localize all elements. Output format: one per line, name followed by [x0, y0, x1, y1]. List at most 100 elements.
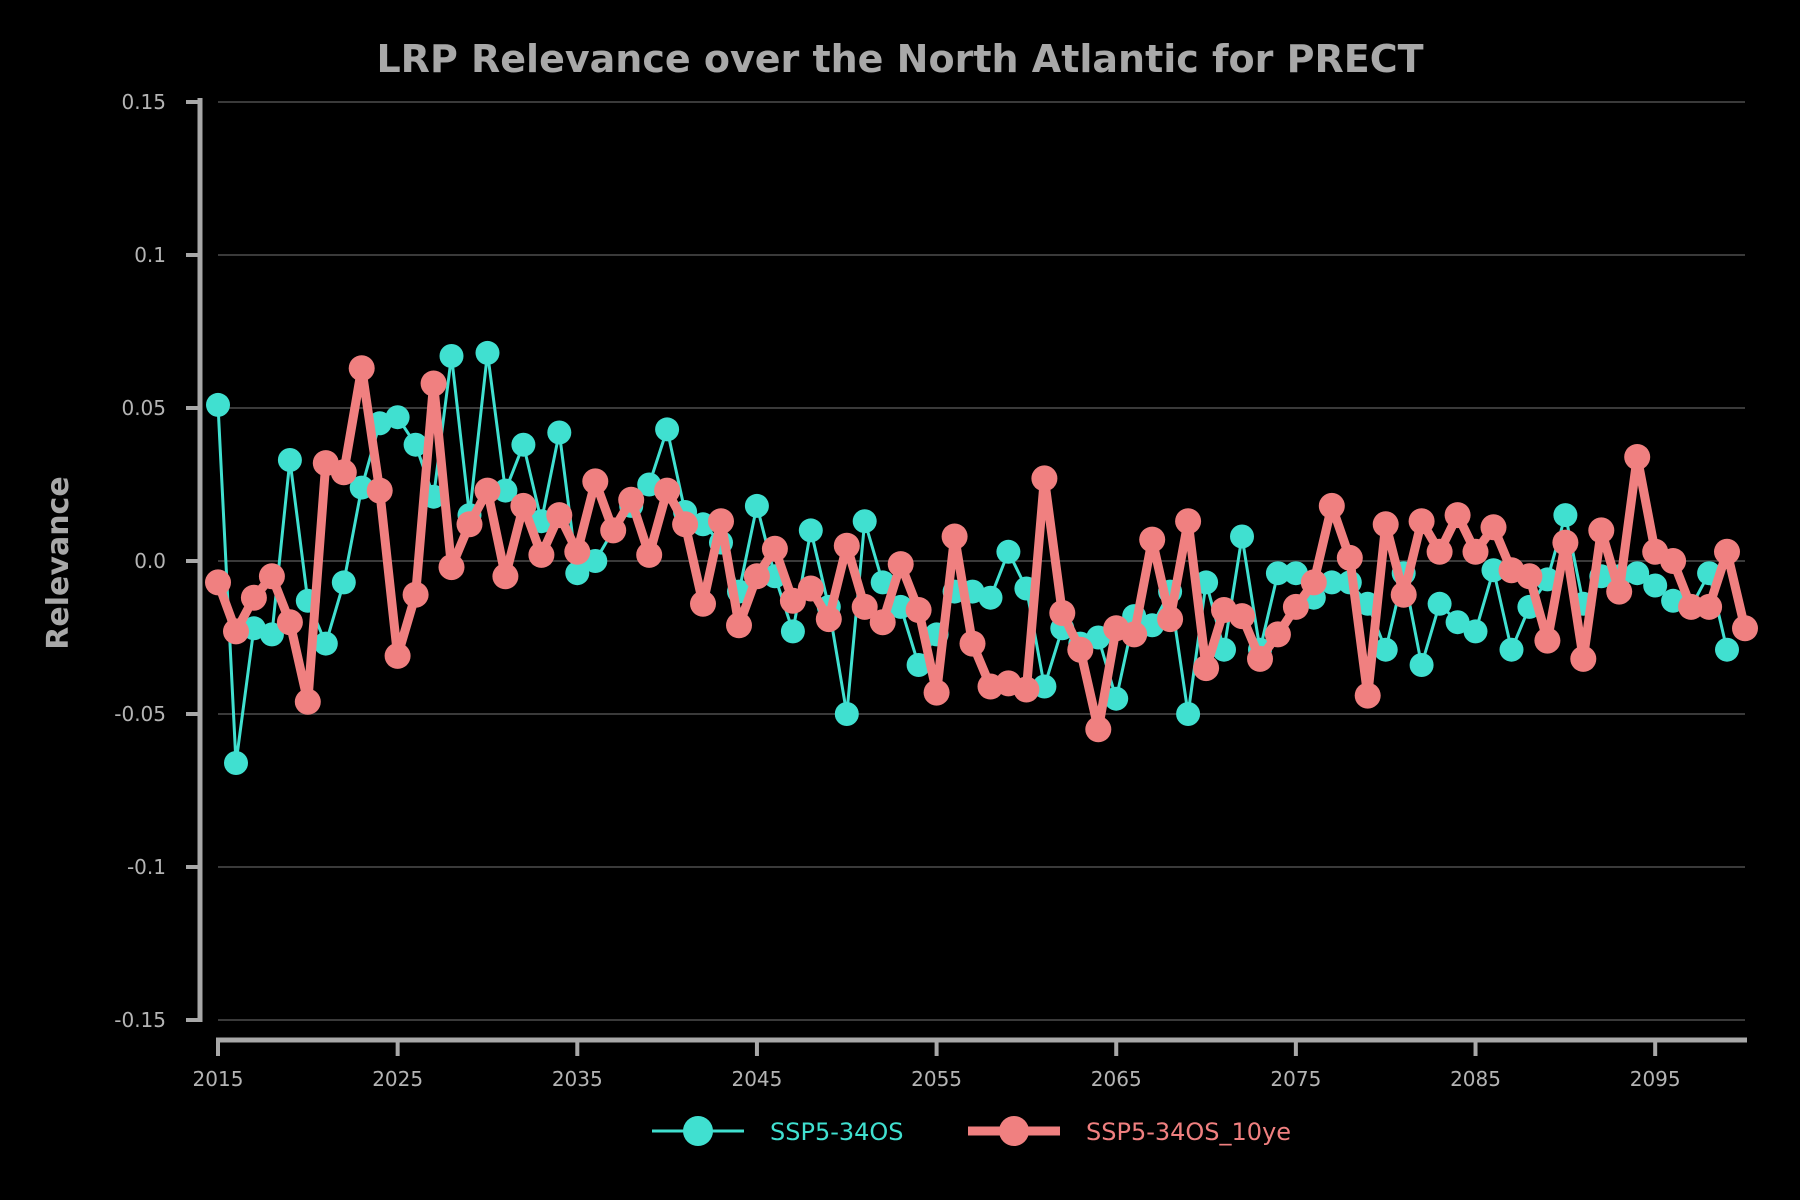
- data-point: [348, 355, 375, 382]
- data-point: [978, 585, 1003, 610]
- data-point: [1643, 573, 1668, 598]
- data-point: [744, 493, 769, 518]
- data-point: [403, 432, 428, 457]
- data-point: [1552, 529, 1579, 556]
- data-point: [1067, 636, 1094, 663]
- data-point: [600, 517, 627, 544]
- data-point: [1625, 561, 1650, 586]
- data-point: [313, 631, 338, 656]
- y-tick-label: 0.05: [121, 396, 166, 420]
- data-point: [420, 370, 447, 397]
- data-point: [1715, 637, 1739, 662]
- y-tick-label: -0.15: [114, 1008, 166, 1032]
- data-point: [690, 590, 716, 617]
- data-point: [277, 448, 302, 472]
- data-point: [1265, 561, 1290, 586]
- series-2: [205, 355, 1758, 743]
- data-point: [205, 569, 231, 596]
- data-point: [636, 541, 663, 568]
- data-point: [1300, 569, 1327, 596]
- data-point: [240, 584, 267, 611]
- data-point: [1013, 676, 1040, 703]
- data-point: [761, 535, 788, 562]
- data-point: [905, 597, 932, 623]
- data-point: [565, 561, 590, 586]
- data-point: [1229, 603, 1255, 630]
- data-point: [1696, 593, 1723, 620]
- data-point: [1408, 508, 1435, 535]
- data-point: [1462, 538, 1489, 565]
- legend-label: SSP5-34OS: [770, 1118, 904, 1146]
- data-point: [528, 541, 555, 568]
- data-point: [1319, 570, 1344, 595]
- data-point: [1516, 563, 1543, 590]
- data-point: [941, 523, 968, 550]
- legend-marker: [683, 1116, 713, 1146]
- data-point: [456, 511, 483, 538]
- x-tick-label: 2035: [552, 1067, 603, 1091]
- data-point: [511, 432, 536, 457]
- x-tick-label: 2085: [1450, 1067, 1501, 1091]
- chart-title: LRP Relevance over the North Atlantic fo…: [376, 37, 1423, 81]
- x-tick-label: 2075: [1270, 1067, 1321, 1091]
- data-point: [1660, 548, 1687, 574]
- data-point: [672, 511, 699, 538]
- data-point: [1480, 514, 1507, 541]
- data-point: [1570, 645, 1597, 672]
- data-point: [797, 575, 824, 602]
- data-point: [708, 508, 734, 535]
- data-point: [726, 612, 752, 639]
- data-point: [1588, 517, 1615, 544]
- data-point: [815, 606, 842, 633]
- series-line: [213, 363, 1750, 734]
- data-point: [1678, 593, 1705, 620]
- y-tick-label: 0.1: [134, 243, 166, 267]
- data-point: [780, 619, 805, 644]
- data-point: [1732, 615, 1758, 642]
- x-tick-label: 2055: [911, 1067, 962, 1091]
- data-point: [259, 622, 284, 647]
- series: [205, 340, 1758, 775]
- data-point: [655, 417, 680, 442]
- data-point: [833, 532, 860, 559]
- data-point: [475, 340, 500, 365]
- data-point: [547, 420, 572, 445]
- data-point: [654, 477, 681, 504]
- data-point: [1318, 492, 1345, 519]
- y-tick-label: 0.0: [134, 549, 166, 573]
- data-point: [906, 653, 931, 677]
- legend-item: SSP5-34OS: [652, 1116, 904, 1146]
- data-point: [1104, 686, 1129, 711]
- data-point: [1085, 716, 1112, 743]
- legend: SSP5-34OS SSP5-34OS_10ye: [652, 1116, 1291, 1146]
- data-point: [618, 486, 645, 513]
- data-point: [1444, 502, 1471, 529]
- data-point: [1157, 606, 1184, 633]
- data-point: [330, 459, 357, 486]
- data-point: [852, 509, 877, 534]
- data-point: [384, 642, 411, 669]
- data-point: [331, 570, 356, 595]
- data-point: [385, 405, 410, 430]
- data-point: [1176, 702, 1201, 726]
- data-point: [492, 563, 519, 590]
- data-point: [1336, 544, 1363, 571]
- data-point: [1409, 653, 1434, 677]
- x-tick-label: 2045: [731, 1067, 782, 1091]
- x-tick-label: 2025: [372, 1067, 423, 1091]
- data-point: [223, 618, 249, 645]
- data-point: [258, 563, 285, 590]
- data-point: [743, 563, 770, 590]
- data-point: [438, 554, 465, 581]
- data-point: [1463, 619, 1488, 644]
- data-point: [1445, 610, 1470, 635]
- y-tick-labels: 0.15 0.1 0.05 0.0 -0.05 -0.1 -0.15: [114, 90, 200, 1032]
- data-point: [1499, 637, 1524, 662]
- data-point: [1553, 503, 1578, 528]
- data-point: [1139, 526, 1166, 553]
- data-point: [224, 751, 248, 775]
- data-point: [1193, 655, 1220, 682]
- data-point: [1534, 627, 1561, 654]
